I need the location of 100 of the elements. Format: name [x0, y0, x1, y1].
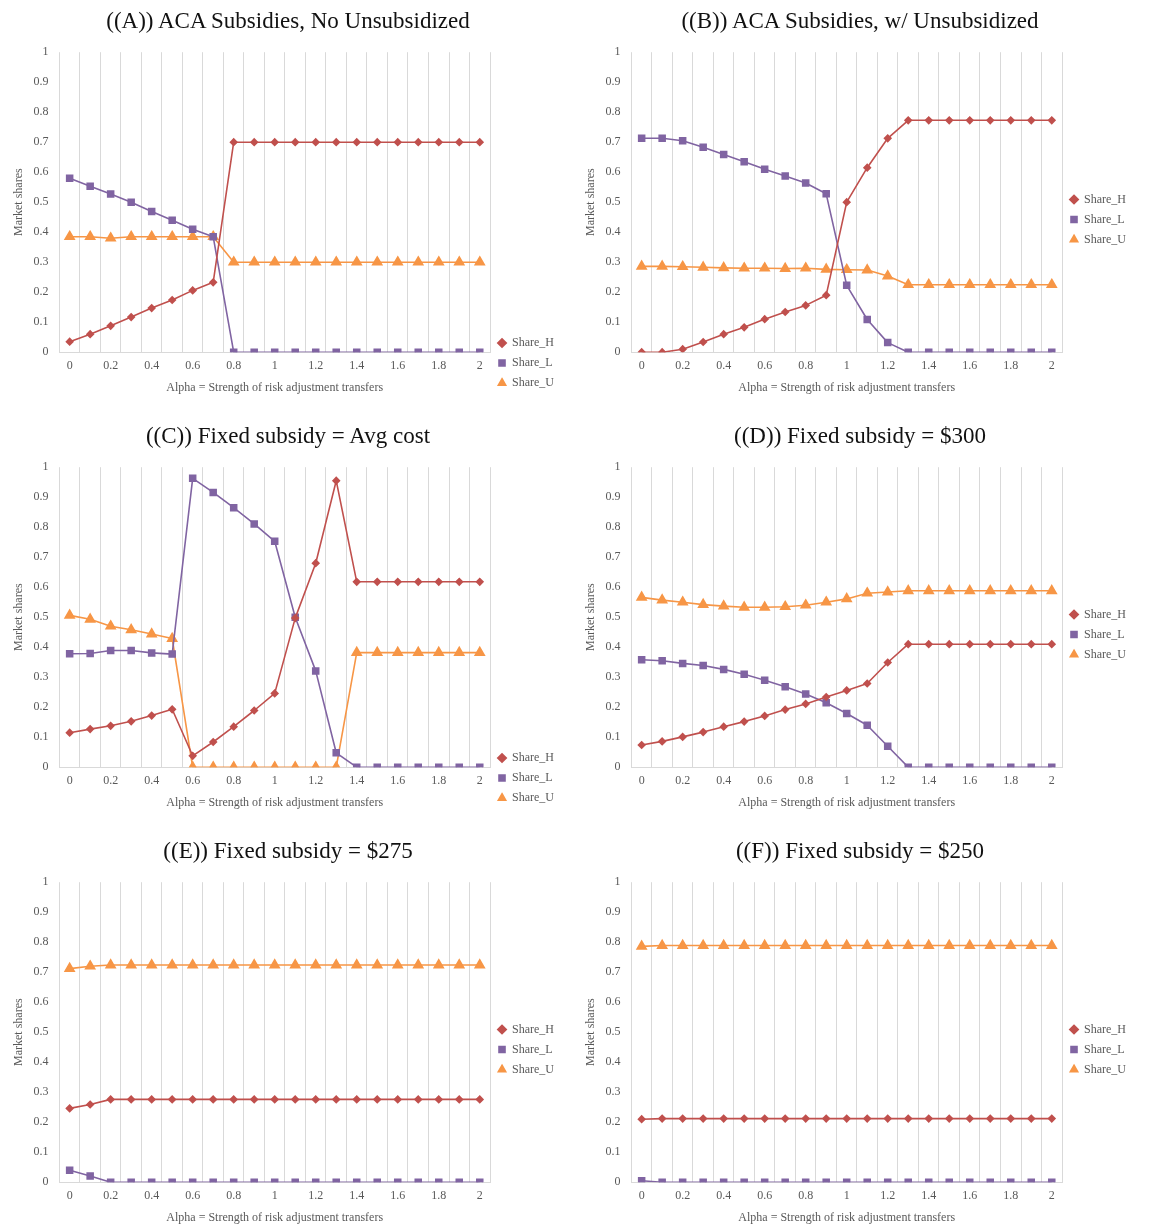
x-tick-label: 1.2 — [308, 1187, 324, 1202]
y-tick-label: 0.2 — [605, 699, 621, 714]
x-tick-label: 1.6 — [390, 772, 406, 787]
y-tick-label: 0.8 — [33, 519, 49, 534]
y-tick-label: 0.4 — [605, 639, 621, 654]
y-tick-label: 0.3 — [605, 669, 621, 684]
chart-title: ((B)) ACA Subsidies, w/ Unsubsidized — [681, 8, 1039, 34]
x-tick-label: 0.8 — [226, 1187, 242, 1202]
y-tick-label: 0.3 — [605, 254, 621, 269]
x-tick-label: 0.2 — [103, 1187, 119, 1202]
x-tick-label: 1 — [271, 357, 278, 372]
y-tick-label: 0 — [614, 1174, 621, 1189]
x-tick-label: 0.2 — [103, 357, 119, 372]
legend-label: Share_U — [512, 790, 555, 805]
y-tick-label: 0.2 — [605, 1114, 621, 1129]
legend-label: Share_L — [1084, 626, 1125, 641]
y-tick-label: 0.8 — [605, 104, 621, 119]
x-tick-label: 1.8 — [1003, 1187, 1019, 1202]
chart-title: ((C)) Fixed subsidy = Avg cost — [145, 423, 431, 449]
y-tick-label: 0.2 — [605, 284, 621, 299]
legend-label: Share_U — [512, 1061, 555, 1076]
x-tick-label: 2 — [476, 772, 483, 787]
y-tick-label: 0.3 — [605, 1084, 621, 1099]
legend-label: Share_U — [1084, 646, 1127, 661]
y-tick-label: 0.9 — [33, 74, 49, 89]
y-tick-label: 0.4 — [605, 224, 621, 239]
x-tick-label: 0 — [66, 772, 73, 787]
y-tick-label: 0.8 — [33, 934, 49, 949]
x-tick-label: 1 — [271, 1187, 278, 1202]
y-tick-label: 0.6 — [33, 164, 49, 179]
y-axis-title: Market shares — [583, 168, 598, 237]
x-tick-label: 1 — [843, 1187, 850, 1202]
x-tick-label: 0.8 — [798, 772, 814, 787]
y-tick-label: 0.1 — [605, 729, 621, 744]
y-tick-label: 0.9 — [33, 489, 49, 504]
legend-label: Share_H — [512, 750, 555, 765]
x-tick-label: 0.6 — [757, 357, 773, 372]
legend-label: Share_H — [1084, 1021, 1127, 1036]
x-tick-label: 0.6 — [185, 357, 201, 372]
legend-label: Share_U — [1084, 1061, 1127, 1076]
x-tick-label: 0.2 — [103, 772, 119, 787]
y-tick-label: 0.7 — [605, 134, 621, 149]
y-tick-label: 0.1 — [33, 314, 49, 329]
x-tick-label: 1.4 — [921, 772, 937, 787]
x-tick-label: 0.8 — [226, 772, 242, 787]
y-tick-label: 0.6 — [605, 579, 621, 594]
y-tick-label: 0.9 — [605, 74, 621, 89]
y-tick-label: 0.5 — [33, 194, 49, 209]
x-tick-label: 1.4 — [921, 357, 937, 372]
y-tick-label: 0.3 — [33, 669, 49, 684]
y-tick-label: 0.7 — [605, 549, 621, 564]
x-tick-label: 1.8 — [1003, 772, 1019, 787]
y-tick-label: 0.1 — [605, 1144, 621, 1159]
legend-label: Share_H — [1084, 191, 1127, 206]
x-tick-label: 0 — [66, 1187, 73, 1202]
y-tick-label: 0.4 — [605, 1054, 621, 1069]
x-tick-label: 0.8 — [798, 357, 814, 372]
y-tick-label: 0.1 — [33, 729, 49, 744]
x-tick-label: 1.8 — [431, 772, 447, 787]
y-tick-label: 0.2 — [33, 699, 49, 714]
y-tick-label: 0.4 — [33, 639, 49, 654]
x-tick-label: 2 — [476, 1187, 483, 1202]
x-tick-label: 2 — [1048, 357, 1055, 372]
y-tick-label: 0 — [614, 759, 621, 774]
y-tick-label: 0.4 — [33, 1054, 49, 1069]
x-tick-label: 1.6 — [962, 357, 978, 372]
y-tick-label: 0.3 — [33, 254, 49, 269]
x-axis-title: Alpha = Strength of risk adjustment transfers — [166, 794, 384, 809]
x-tick-label: 0.8 — [226, 357, 242, 372]
y-tick-label: 0.3 — [33, 1084, 49, 1099]
y-tick-label: 0 — [42, 344, 49, 359]
y-tick-label: 0.7 — [33, 964, 49, 979]
x-tick-label: 0.2 — [675, 357, 691, 372]
x-tick-label: 1.2 — [308, 772, 324, 787]
y-tick-label: 0.4 — [33, 224, 49, 239]
x-tick-label: 1 — [271, 772, 278, 787]
x-axis-title: Alpha = Strength of risk adjustment transfers — [166, 1209, 384, 1224]
x-tick-label: 1.8 — [431, 357, 447, 372]
y-tick-label: 0.8 — [33, 104, 49, 119]
x-tick-label: 1.4 — [349, 357, 365, 372]
y-tick-label: 0.5 — [33, 609, 49, 624]
y-tick-label: 1 — [42, 44, 49, 59]
y-tick-label: 0.5 — [605, 194, 621, 209]
x-tick-label: 1.2 — [880, 772, 896, 787]
x-tick-label: 2 — [1048, 1187, 1055, 1202]
x-tick-label: 1.6 — [962, 772, 978, 787]
x-axis-title: Alpha = Strength of risk adjustment transfers — [738, 794, 956, 809]
y-tick-label: 1 — [42, 459, 49, 474]
x-tick-label: 0 — [66, 357, 73, 372]
x-tick-label: 2 — [1048, 772, 1055, 787]
x-tick-label: 0 — [638, 772, 645, 787]
legend-label: Share_L — [1084, 211, 1125, 226]
y-axis-title: Market shares — [583, 998, 598, 1067]
y-tick-label: 1 — [614, 459, 621, 474]
x-tick-label: 0 — [638, 357, 645, 372]
x-tick-label: 1.4 — [921, 1187, 937, 1202]
x-axis-title: Alpha = Strength of risk adjustment transfers — [738, 1209, 956, 1224]
y-axis-title: Market shares — [11, 998, 26, 1067]
x-tick-label: 1 — [843, 357, 850, 372]
x-tick-label: 1.2 — [880, 1187, 896, 1202]
